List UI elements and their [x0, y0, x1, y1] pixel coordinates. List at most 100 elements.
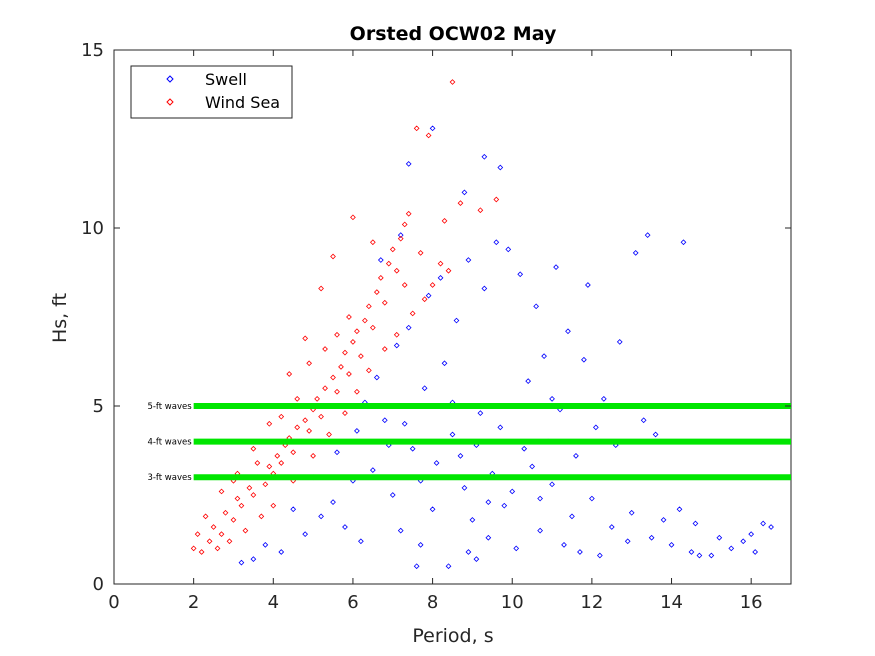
wind-sea-point	[417, 250, 424, 256]
swell-point	[644, 232, 651, 238]
swell-point	[421, 385, 428, 392]
swell-point	[608, 524, 615, 530]
wind-sea-point	[226, 538, 233, 545]
swell-point	[592, 424, 599, 431]
wind-sea-point	[274, 452, 281, 459]
swell-point	[748, 531, 755, 538]
wind-sea-point	[302, 417, 309, 424]
swell-point	[262, 541, 269, 548]
wind-sea-point	[397, 235, 404, 242]
swell-point	[585, 282, 591, 288]
swell-point	[429, 506, 436, 513]
wind-sea-point	[381, 299, 388, 306]
wind-sea-point	[330, 374, 336, 381]
swell-point	[533, 303, 539, 310]
wind-sea-point	[366, 367, 372, 374]
swell-point	[529, 463, 536, 470]
swell-point	[437, 274, 444, 281]
y-axis-label: Hs, ft	[49, 293, 71, 343]
swell-point	[497, 164, 504, 171]
x-tick-label: 4	[268, 592, 279, 613]
y-tick-label: 5	[93, 396, 104, 417]
wind-sea-point	[457, 200, 464, 206]
swell-point	[660, 517, 667, 523]
swell-point	[581, 356, 587, 363]
wind-sea-point	[254, 460, 261, 466]
wind-sea-point	[262, 481, 269, 488]
x-axis-label: Period, s	[412, 625, 493, 647]
swell-point	[302, 531, 309, 538]
wind-sea-point	[322, 346, 328, 352]
x-tick-label: 8	[427, 592, 438, 613]
swell-point	[393, 342, 400, 349]
x-tick-label: 2	[188, 592, 199, 613]
swell-point	[397, 232, 404, 238]
swell-point	[561, 541, 567, 548]
swell-point	[640, 417, 647, 424]
x-tick-label: 16	[740, 592, 763, 613]
swell-point	[250, 556, 257, 562]
wind-sea-point	[270, 502, 277, 509]
swell-point	[509, 488, 516, 495]
swell-point	[425, 292, 432, 299]
wind-sea-point	[369, 324, 376, 331]
swell-point	[628, 509, 635, 516]
wind-sea-point	[218, 488, 225, 495]
swell-point	[525, 378, 532, 384]
swell-point	[409, 445, 416, 452]
wind-sea-point	[310, 452, 316, 459]
swell-point	[513, 545, 520, 552]
swell-point	[445, 563, 452, 570]
wind-sea-point	[302, 335, 309, 342]
swell-point	[680, 239, 687, 246]
wind-sea-point	[429, 282, 436, 288]
wind-sea-point	[346, 314, 352, 320]
x-tick-label: 0	[108, 592, 119, 613]
swell-point	[573, 452, 579, 459]
swell-point	[688, 549, 695, 555]
wind-sea-point	[377, 274, 384, 281]
wind-sea-point	[318, 285, 324, 292]
swell-point	[589, 495, 595, 502]
swell-point	[728, 545, 735, 552]
swell-point	[501, 502, 508, 509]
wind-sea-point	[278, 460, 285, 466]
swell-point	[373, 374, 380, 381]
wind-sea-point	[206, 538, 213, 545]
wind-sea-point	[214, 545, 221, 552]
swell-point	[565, 328, 571, 335]
swell-point	[477, 410, 484, 416]
wind-sea-point	[413, 125, 420, 132]
wind-sea-point	[369, 239, 376, 246]
swell-point	[461, 189, 468, 196]
swell-point	[692, 520, 699, 527]
swell-point	[433, 460, 440, 466]
swell-point	[453, 317, 460, 324]
swell-point	[481, 153, 488, 160]
swell-point	[505, 246, 512, 253]
wind-sea-point	[409, 310, 416, 317]
swell-point	[668, 541, 675, 548]
swell-point	[358, 538, 364, 545]
swell-point	[429, 125, 436, 132]
wind-sea-point	[389, 246, 396, 253]
wind-sea-point	[210, 524, 217, 530]
swell-point	[537, 495, 543, 502]
swell-point	[676, 506, 683, 513]
wind-sea-point	[290, 449, 297, 456]
legend: Swell Wind Sea	[130, 65, 293, 119]
wind-sea-point	[385, 260, 392, 267]
swell-point	[549, 396, 555, 402]
wind-sea-point	[202, 513, 209, 520]
swell-point	[417, 541, 424, 548]
wind-sea-point	[238, 502, 245, 509]
swell-point	[553, 264, 559, 271]
swell-point	[389, 492, 396, 498]
wind-sea-point	[405, 210, 412, 217]
swell-point	[493, 239, 500, 246]
wind-sea-point	[393, 331, 400, 338]
wind-sea-point	[222, 509, 229, 516]
swell-point	[413, 563, 420, 570]
swell-point	[381, 417, 388, 424]
swell-point	[577, 549, 583, 555]
